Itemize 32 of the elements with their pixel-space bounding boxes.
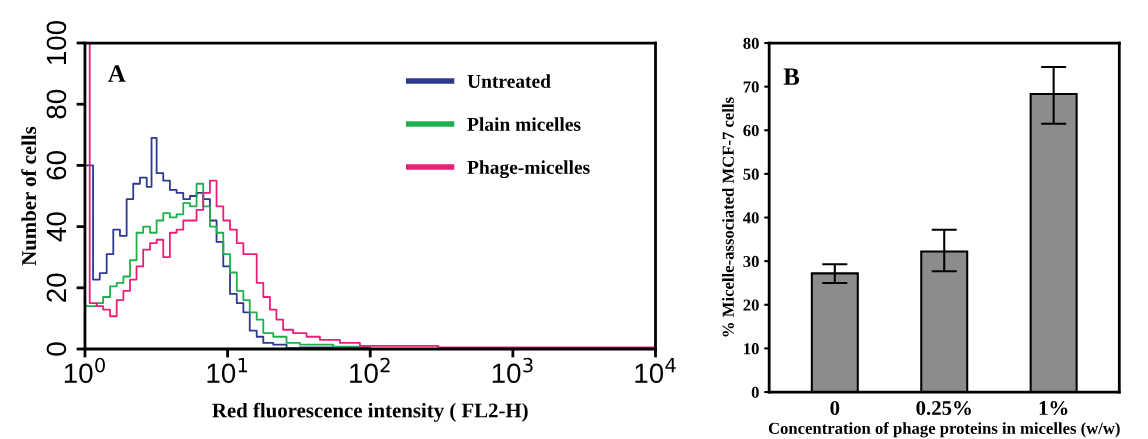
- x-axis-title: Concentration of phage proteins in micelles (w/w): [768, 422, 1120, 438]
- y-axis-title: Number of cells: [21, 126, 37, 266]
- x-tick-label: 0: [830, 400, 840, 416]
- x-tick-label: 10$^{0}$: [64, 357, 105, 384]
- x-tick-label: 10$^{3}$: [492, 357, 533, 384]
- y-tick-label: 30: [743, 255, 759, 268]
- y-axis-title: % Micelle-associated MCF-7 cells: [722, 97, 734, 337]
- y-tick-label: 60: [743, 124, 759, 137]
- y-tick-label: 100: [46, 20, 67, 65]
- y-tick-label: 40: [743, 212, 759, 224]
- y-tick-label: 80: [46, 89, 67, 119]
- y-tick-label: 40: [46, 212, 67, 242]
- legend-label: Untreated: [467, 74, 551, 88]
- y-tick-label: 0: [751, 386, 759, 398]
- x-tick-label: 10$^{2}$: [350, 357, 390, 384]
- y-tick-label: 0: [46, 342, 67, 356]
- y-tick-label: 20: [743, 299, 759, 311]
- y-tick-label: 60: [46, 151, 67, 180]
- y-tick-label: 80: [743, 37, 759, 49]
- x-axis-title: Red fluorescence intensity ( FL2-H): [212, 402, 528, 422]
- x-tick-label: 10$^{4}$: [635, 358, 676, 384]
- legend-label: Plain micelles: [467, 117, 581, 131]
- annotation: A: [108, 65, 126, 82]
- x-tick-label: 0.25%: [916, 400, 971, 416]
- y-tick-label: 50: [743, 168, 759, 180]
- y-tick-label: 10: [744, 343, 759, 355]
- legend-label: Phage-micelles: [467, 160, 590, 179]
- x-tick-label: 10$^{1}$: [207, 358, 248, 384]
- annotation: B: [783, 68, 800, 85]
- x-tick-label: 1%: [1039, 400, 1068, 416]
- y-tick-label: 70: [743, 81, 759, 93]
- y-tick-label: 20: [46, 273, 67, 302]
